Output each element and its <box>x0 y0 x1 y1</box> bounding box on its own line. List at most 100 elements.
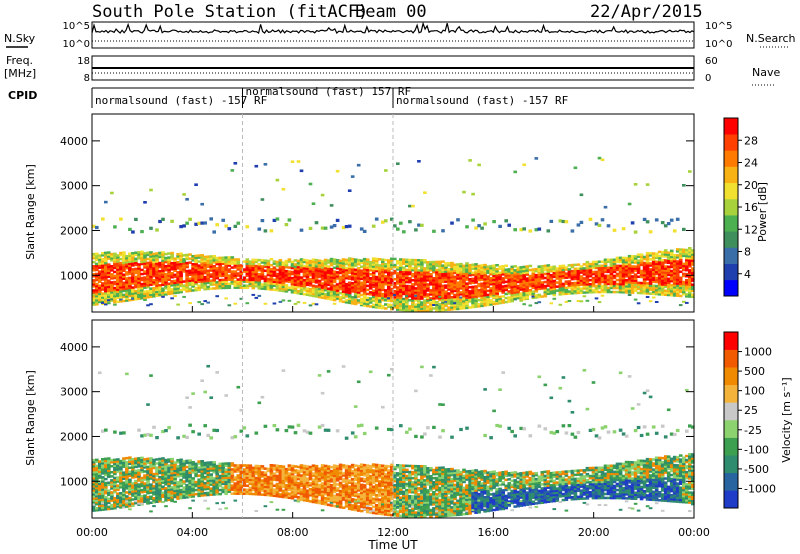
power-cell <box>176 255 180 258</box>
power-cell <box>474 265 478 268</box>
power-cell <box>531 282 536 285</box>
velocity-cell <box>194 484 198 488</box>
power-cell <box>338 277 343 281</box>
power-cell <box>651 286 656 290</box>
velocity-cell <box>224 484 229 488</box>
power-cell <box>480 264 484 267</box>
power-cell <box>155 252 159 255</box>
power-cell <box>239 280 244 283</box>
power-cell <box>417 295 421 298</box>
power-cell <box>170 219 174 223</box>
power-cell <box>92 285 96 288</box>
velocity-cell <box>194 466 198 470</box>
power-cell <box>332 284 337 288</box>
power-cell <box>675 292 680 295</box>
frequency-traces <box>92 67 694 74</box>
power-cell <box>402 292 406 296</box>
power-cell <box>435 307 439 310</box>
power-cell <box>483 275 487 279</box>
power-cell <box>378 300 382 303</box>
power-cell <box>320 270 325 273</box>
power-cell <box>119 251 123 255</box>
power-cell <box>314 273 319 276</box>
power-cell <box>338 263 343 267</box>
velocity-cell <box>212 485 217 488</box>
power-cell <box>441 266 445 269</box>
power-cell <box>200 266 205 269</box>
power-cell <box>447 270 451 273</box>
power-cell <box>657 281 662 284</box>
power-cell <box>540 271 545 274</box>
power-cell <box>347 261 352 264</box>
power-cell <box>296 281 301 285</box>
power-cell <box>137 253 141 256</box>
power-cell <box>98 272 102 276</box>
power-cell <box>305 293 310 297</box>
power-cell <box>579 271 584 274</box>
power-cell <box>206 255 211 258</box>
power-colorbar-swatch <box>724 134 738 151</box>
power-cell <box>444 280 448 283</box>
power-cell <box>561 266 566 270</box>
power-cell <box>525 273 530 276</box>
power-cell <box>188 277 192 281</box>
power-cell <box>447 286 451 289</box>
power-cell <box>188 269 192 273</box>
velocity-cell <box>116 464 120 467</box>
power-cell <box>146 275 150 279</box>
freq-left-tick-high: 18 <box>77 56 90 67</box>
power-cell <box>651 266 656 269</box>
power-cell <box>453 267 457 271</box>
power-cell <box>341 300 346 304</box>
power-cell <box>540 273 545 276</box>
power-cell <box>510 273 515 277</box>
velocity-cell <box>203 483 208 487</box>
power-cell <box>468 278 472 281</box>
velocity-cell <box>260 481 265 484</box>
power-cell <box>459 264 463 268</box>
velocity-cell <box>155 490 159 494</box>
power-cell <box>221 278 226 282</box>
velocity-cell <box>245 478 250 481</box>
power-cell <box>384 219 388 223</box>
power-cell <box>420 261 424 264</box>
power-cell <box>125 273 129 276</box>
velocity-cell <box>131 458 135 461</box>
power-cell <box>591 278 596 282</box>
power-cell <box>585 283 590 286</box>
power-cell <box>317 291 322 295</box>
power-cell <box>669 285 674 289</box>
power-cell <box>579 279 584 282</box>
velocity-cell <box>134 487 138 491</box>
power-cell <box>278 265 283 268</box>
velocity-cell <box>200 484 205 487</box>
power-cell <box>645 268 650 271</box>
power-colorbar-tick-label: 24 <box>744 157 758 170</box>
power-cell <box>353 280 358 284</box>
power-cell <box>149 226 153 230</box>
velocity-cell <box>134 495 138 499</box>
velocity-cell <box>161 467 165 470</box>
power-cell <box>387 259 391 262</box>
power-cell <box>630 281 635 284</box>
velocity-cell <box>143 482 147 485</box>
power-cell <box>606 266 611 270</box>
velocity-heatmap-data <box>92 364 695 518</box>
power-cell <box>486 277 490 281</box>
power-cell <box>146 253 150 257</box>
power-cell <box>356 283 361 286</box>
power-cell <box>224 262 229 265</box>
power-cell <box>140 292 144 296</box>
power-cell <box>362 280 367 283</box>
velocity-cell <box>128 496 132 500</box>
power-cell <box>185 198 189 201</box>
velocity-cell <box>203 469 208 473</box>
power-cell <box>266 283 271 287</box>
power-cell <box>326 275 331 278</box>
velocity-cell <box>188 489 192 493</box>
power-cell <box>95 299 99 302</box>
power-cell <box>691 255 695 258</box>
power-cell <box>149 188 153 192</box>
power-cell <box>591 288 596 292</box>
power-cell <box>335 218 340 222</box>
